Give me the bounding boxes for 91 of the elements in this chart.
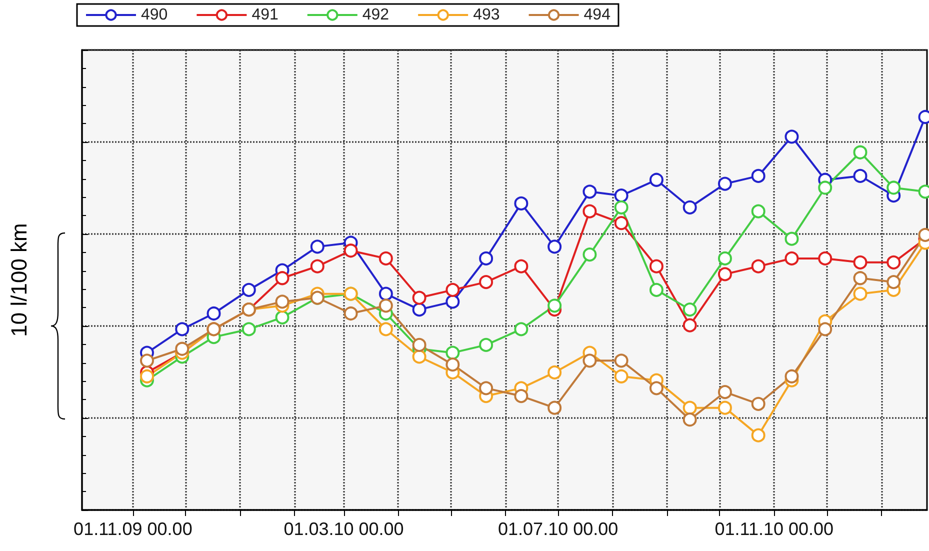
point (751, 168, 766, 183)
point (649, 259, 664, 274)
point (582, 204, 597, 218)
point (853, 286, 868, 301)
point (479, 338, 494, 352)
point (140, 354, 154, 368)
point (275, 310, 290, 324)
point (886, 275, 901, 290)
x-tick-label: 01.03.10 00.00 (284, 519, 404, 539)
point (682, 412, 697, 427)
legend-label: 490 (141, 6, 168, 24)
point (784, 369, 799, 384)
point (649, 282, 664, 297)
x-tick-label: 01.11.10 00.00 (714, 519, 834, 539)
point (548, 400, 562, 415)
point (751, 428, 766, 442)
point (344, 306, 358, 320)
legend-label: 492 (362, 6, 390, 24)
point (649, 172, 664, 187)
legend-label: 491 (252, 6, 278, 24)
point (818, 322, 832, 336)
point (412, 290, 426, 305)
point (682, 200, 697, 214)
point (784, 251, 799, 266)
point (853, 145, 868, 160)
point (582, 354, 597, 368)
point (378, 251, 393, 266)
point (446, 346, 460, 360)
point (514, 322, 528, 336)
point (682, 302, 697, 317)
point (412, 338, 426, 352)
point (682, 318, 697, 332)
point (886, 255, 901, 270)
point (206, 306, 221, 320)
legend-label: 494 (584, 6, 611, 24)
point (682, 400, 697, 415)
legend-label: 493 (473, 6, 500, 24)
point (718, 176, 732, 191)
point (853, 168, 868, 183)
point (446, 358, 460, 372)
point (718, 400, 732, 415)
point (548, 298, 562, 313)
point (446, 294, 460, 309)
point (514, 259, 528, 274)
point (582, 248, 597, 262)
point (479, 275, 494, 290)
point (310, 259, 324, 274)
point (378, 298, 393, 313)
point (718, 385, 732, 400)
point (446, 282, 460, 297)
point (275, 271, 290, 286)
point (479, 381, 494, 396)
point (548, 240, 562, 254)
point (818, 251, 832, 266)
point (479, 251, 494, 266)
y-axis-title: 10 l/100 km (6, 223, 32, 337)
point (378, 286, 393, 301)
point (718, 267, 732, 282)
point (614, 188, 628, 203)
point (242, 282, 256, 297)
point (378, 322, 393, 336)
point (718, 251, 732, 266)
point (784, 232, 799, 246)
x-tick-label: 01.11.09 00.00 (74, 519, 192, 539)
point (514, 196, 528, 210)
point (853, 255, 868, 270)
point (886, 180, 901, 195)
point (412, 302, 426, 317)
point (175, 322, 190, 336)
point (853, 271, 868, 286)
point (514, 389, 528, 404)
point (614, 216, 628, 230)
point (582, 184, 597, 199)
point (751, 259, 766, 274)
point (614, 200, 628, 214)
point (751, 396, 766, 411)
point (751, 204, 766, 218)
point (242, 322, 256, 336)
point (310, 240, 324, 254)
point (818, 180, 832, 195)
point (614, 354, 628, 368)
point (649, 381, 664, 396)
point (614, 369, 628, 384)
point (275, 294, 290, 309)
point (784, 130, 799, 144)
point (175, 342, 190, 356)
point (548, 365, 562, 380)
point (140, 369, 154, 384)
point (412, 350, 426, 364)
point (344, 244, 358, 258)
x-tick-label: 01.07.10 00.00 (498, 519, 618, 539)
